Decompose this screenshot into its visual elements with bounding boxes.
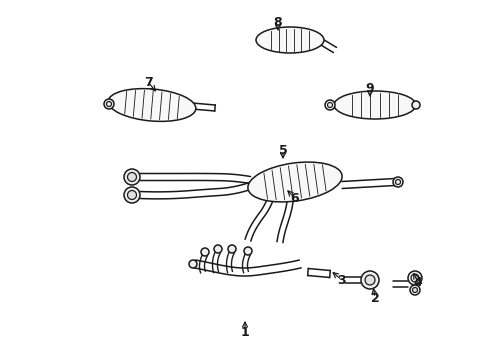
Circle shape [395,180,400,185]
Circle shape [408,271,422,285]
Circle shape [127,172,137,181]
Ellipse shape [334,91,416,119]
Text: 1: 1 [241,325,249,338]
Circle shape [410,285,420,295]
Circle shape [124,169,140,185]
Circle shape [365,275,375,285]
Circle shape [327,103,333,108]
Text: 5: 5 [279,144,287,157]
Ellipse shape [256,27,324,53]
Text: 7: 7 [144,76,152,89]
Circle shape [228,245,236,253]
Circle shape [413,288,417,292]
Text: 9: 9 [366,81,374,95]
Circle shape [201,248,209,256]
Text: 8: 8 [274,15,282,28]
Circle shape [189,260,197,268]
Circle shape [244,247,252,255]
Ellipse shape [248,162,342,202]
Ellipse shape [108,89,196,121]
Circle shape [127,190,137,199]
Text: 6: 6 [291,192,299,204]
Circle shape [412,101,420,109]
Circle shape [214,245,222,253]
Circle shape [124,187,140,203]
Text: 4: 4 [414,275,422,288]
Circle shape [411,274,419,282]
Circle shape [325,100,335,110]
Circle shape [106,102,112,107]
Text: 2: 2 [370,292,379,305]
Circle shape [104,99,114,109]
Circle shape [361,271,379,289]
Circle shape [393,177,403,187]
Text: 3: 3 [338,274,346,287]
